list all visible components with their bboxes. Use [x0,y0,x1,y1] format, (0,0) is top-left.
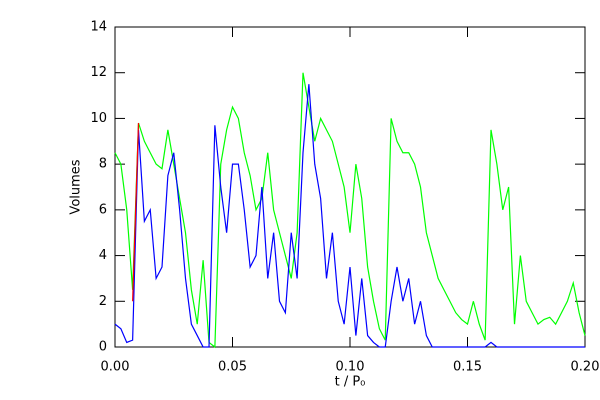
x-tick-label: 0.20 [571,360,600,375]
x-axis-label: t / P₀ [335,375,366,390]
y-tick-label: 4 [99,248,107,263]
series-line [132,122,140,302]
y-tick-label: 14 [90,20,107,35]
x-tick-label: 0.15 [453,360,482,375]
y-tick-label: 12 [90,65,107,80]
series-line [114,72,586,349]
x-tick-label: 0.00 [101,360,130,375]
y-tick-label: 2 [99,294,107,309]
plot-frame [114,26,586,348]
y-axis-label: Volumes [69,159,84,214]
y-tick-label: 10 [90,111,107,126]
y-tick-label: 8 [99,157,107,172]
x-tick-label: 0.05 [218,360,247,375]
series-line [114,84,585,348]
y-tick-label: 6 [99,202,107,217]
x-tick-label: 0.10 [336,360,365,375]
y-tick-label: 0 [99,340,107,355]
